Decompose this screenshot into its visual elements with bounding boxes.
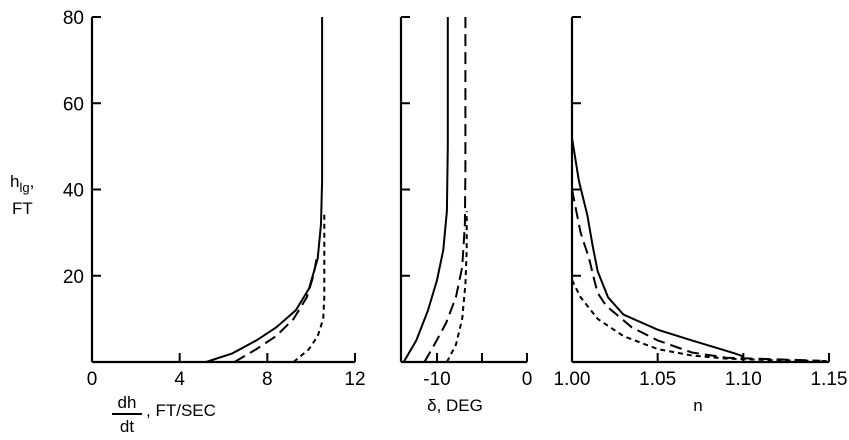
panel2-curve-longdash	[423, 17, 467, 363]
x-title-unit: , FT/SEC	[146, 401, 216, 420]
panel1-y-tick-label: 60	[63, 94, 84, 115]
panel3-x-tick-label: 1.05	[639, 369, 676, 390]
panel2-curve-shortdash	[446, 211, 468, 363]
panel1-x-tick-label: 0	[87, 369, 98, 390]
panel1-curve-solid	[205, 17, 324, 363]
panel1-curve-shortdash	[292, 211, 326, 363]
panel1-y-tick-label: 40	[63, 181, 84, 202]
panel2-x-tick-label: 0	[522, 369, 533, 390]
panel3-curve-solid	[571, 137, 744, 358]
panel2-x-axis-title: δ, DEG	[427, 396, 483, 415]
panel3-x-tick-label: 1.10	[725, 369, 762, 390]
panel1-x-tick-label: 4	[174, 369, 185, 390]
x-title-denominator: dt	[120, 417, 134, 436]
panel1-y-tick-label: 80	[63, 8, 84, 29]
panel2-curve-solid	[402, 17, 449, 363]
panel1-x-tick-label: 12	[344, 369, 365, 390]
panel1-x-tick-label: 8	[262, 369, 273, 390]
panel1-y-tick-label: 20	[63, 267, 84, 288]
panel-elevator-deflection: -10 0	[399, 16, 533, 390]
y-axis-title-symbol: h	[10, 172, 19, 191]
y-axis-title-comma: ,	[30, 172, 35, 191]
panel3-curve-longdash	[571, 189, 821, 362]
y-axis-title: hlg,	[10, 172, 34, 195]
panel1-curve-longdash	[233, 258, 318, 363]
panel3-curve-shortdash	[571, 279, 830, 363]
panel-descent-rate: 20 40 60 80 0 4 8 12	[63, 8, 366, 390]
y-axis-title-unit: FT	[12, 199, 33, 218]
panel-load-factor: 1.00 1.05 1.10 1.15	[554, 16, 848, 390]
panel3-x-axis-title: n	[693, 396, 702, 415]
panel1-x-axis-title: dh dt , FT/SEC	[112, 393, 216, 436]
x-title-numerator: dh	[118, 393, 137, 412]
panel2-x-tick-label: -10	[423, 369, 450, 390]
y-axis-title-subscript: lg	[19, 180, 29, 195]
panel3-x-tick-label: 1.15	[811, 369, 848, 390]
panel3-x-tick-label: 1.00	[554, 369, 591, 390]
